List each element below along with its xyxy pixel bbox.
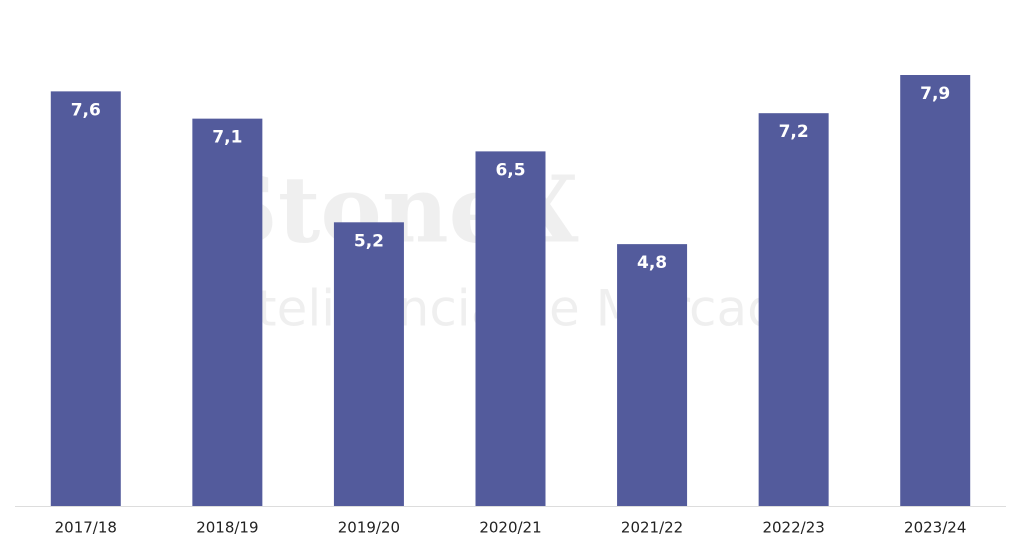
value-label: 7,9 [920,84,950,104]
x-tick-label: 2017/18 [55,519,117,537]
x-tick-label: 2022/23 [762,519,824,537]
bar [617,244,688,506]
value-label: 7,1 [212,128,242,148]
value-label: 7,2 [779,122,809,142]
x-tick-label: 2018/19 [196,519,258,537]
bar [475,151,546,506]
x-tick-label: 2021/22 [621,519,683,537]
x-tick-label: 2019/20 [338,519,400,537]
bar [758,113,829,506]
bar [900,75,971,506]
bar [333,222,404,506]
value-label: 7,6 [71,100,101,120]
value-label: 4,8 [637,253,667,273]
x-tick-label: 2023/24 [904,519,966,537]
value-label: 6,5 [495,160,525,180]
x-tick-label: 2020/21 [479,519,541,537]
value-label: 5,2 [354,231,384,251]
bar [192,118,263,506]
bar [50,91,121,506]
